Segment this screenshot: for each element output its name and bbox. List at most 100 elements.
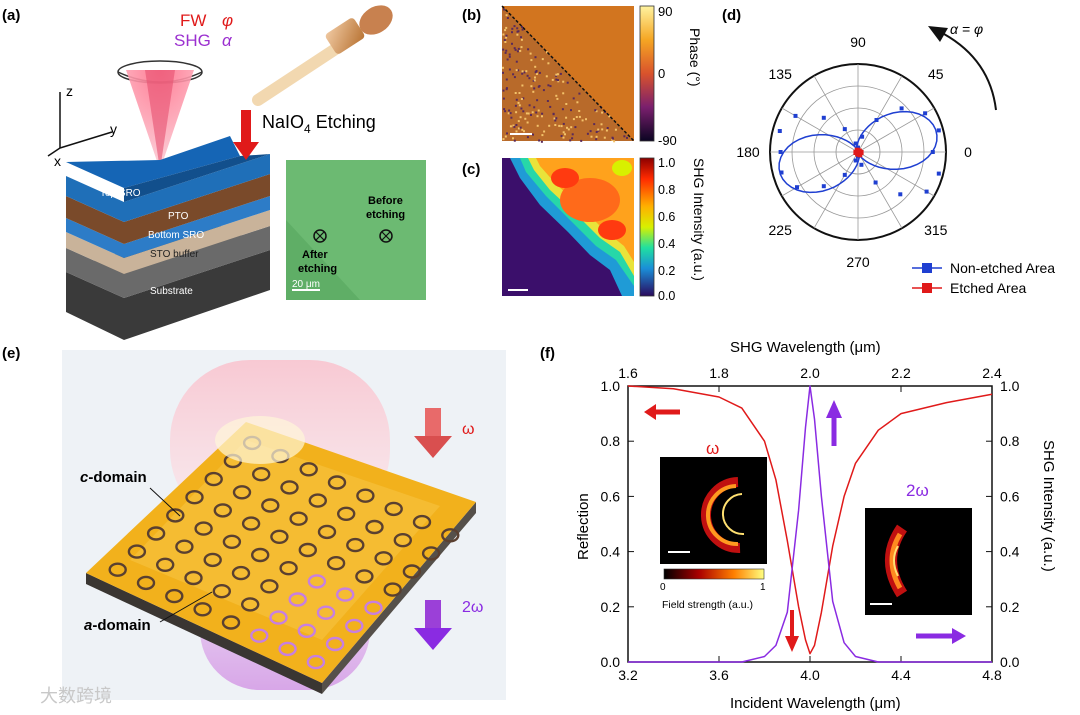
- split-ring: [184, 570, 203, 586]
- phase-tick-90: 90: [658, 4, 672, 19]
- phase-noise-pixel: [594, 109, 597, 112]
- phase-noise-pixel: [552, 113, 555, 116]
- non-etched-point: [899, 106, 904, 111]
- layer-top-sro: Top SRO: [100, 188, 141, 199]
- phase-noise-pixel: [541, 115, 543, 118]
- phase-colorbar: [639, 5, 655, 142]
- phase-noise-pixel: [589, 130, 592, 133]
- split-ring: [175, 539, 194, 554]
- phase-noise-pixel: [520, 98, 523, 100]
- split-ring: [194, 521, 213, 536]
- phase-noise-pixel: [571, 133, 574, 136]
- phase-noise-pixel: [508, 53, 511, 56]
- shg-tick-1: 1.0: [658, 156, 675, 170]
- phase-noise-pixel: [580, 139, 583, 142]
- phase-noise-pixel: [555, 73, 558, 76]
- phase-noise-pixel: [515, 111, 518, 114]
- inset-cbar-max: 1: [760, 582, 766, 593]
- polar-angle-label: 0: [964, 144, 972, 160]
- split-ring: [345, 618, 364, 634]
- coordinate-axes: [47, 92, 113, 157]
- polar-angle-label: 90: [850, 34, 866, 50]
- phase-noise-pixel: [562, 131, 565, 134]
- phase-noise-pixel: [521, 84, 524, 87]
- split-ring: [269, 610, 288, 625]
- non-etched-point: [923, 111, 928, 116]
- phase-noise-pixel: [520, 38, 523, 41]
- phase-noise-pixel: [503, 8, 505, 11]
- phase-noise-pixel: [532, 90, 535, 93]
- phase-noise-pixel: [536, 115, 539, 118]
- inset-omega-label: ω: [706, 439, 719, 458]
- panel-b-label: (b): [462, 7, 481, 24]
- phase-noise-pixel: [581, 119, 584, 122]
- polar-spoke: [857, 151, 935, 197]
- phase-noise-pixel: [578, 92, 581, 95]
- split-ring: [260, 579, 279, 594]
- phase-noise-pixel: [541, 58, 544, 61]
- phase-noise-pixel: [557, 80, 560, 83]
- phase-noise-pixel: [511, 27, 514, 30]
- phase-noise-pixel: [530, 114, 532, 116]
- split-ring: [203, 552, 222, 568]
- split-ring: [204, 471, 223, 487]
- non-etched-point: [860, 134, 865, 139]
- before-etching-line2: etching: [366, 209, 405, 221]
- polar-spoke: [813, 151, 859, 229]
- shg-tick-06: 0.6: [658, 210, 675, 224]
- phase-noise-pixel: [546, 51, 548, 54]
- phase-noise-pixel: [555, 94, 558, 97]
- phase-noise-pixel: [513, 47, 516, 50]
- split-ring: [232, 485, 252, 500]
- axis-y-label: y: [110, 121, 117, 137]
- reflection-arrow-left: [644, 404, 680, 420]
- split-ring: [306, 654, 326, 670]
- legend-etched: Etched Area: [950, 280, 1026, 296]
- phase-noise-pixel: [574, 126, 577, 129]
- split-ring: [317, 524, 337, 540]
- phase-noise-pixel: [623, 135, 626, 138]
- split-ring: [393, 533, 412, 548]
- split-ring: [213, 503, 233, 518]
- phase-noise-pixel: [514, 48, 517, 51]
- split-ring: [364, 600, 383, 615]
- split-ring: [270, 529, 289, 544]
- phase-noise-pixel: [519, 116, 522, 119]
- phase-noise-pixel: [597, 129, 600, 132]
- phase-noise-pixel: [562, 122, 565, 125]
- a-domain-label: a-domain: [84, 617, 151, 634]
- polar-spoke: [857, 75, 903, 153]
- phase-noise-pixel: [593, 123, 596, 126]
- polar-spoke: [813, 75, 859, 153]
- phase-noise-pixel: [537, 109, 540, 112]
- panel-f-label: (f): [540, 345, 555, 362]
- phase-noise-pixel: [560, 135, 563, 137]
- phase-noise-pixel: [521, 25, 523, 28]
- split-ring: [441, 528, 460, 543]
- split-ring: [279, 561, 298, 576]
- phase-noise-pixel: [546, 100, 549, 102]
- phase-noise-pixel: [502, 48, 505, 51]
- omega-arrow: [414, 408, 452, 458]
- phase-noise-pixel: [534, 76, 536, 79]
- shg-symbol: α: [222, 31, 233, 50]
- phase-noise-pixel: [515, 69, 518, 72]
- non-etched-point: [924, 189, 929, 194]
- watermark: 大数跨境: [40, 686, 112, 706]
- phase-noise-pixel: [509, 125, 512, 128]
- phase-noise-pixel: [518, 92, 521, 94]
- shg-arrow-right: [916, 628, 966, 644]
- phase-noise-pixel: [506, 58, 509, 61]
- polar-legend: [912, 263, 942, 293]
- split-ring: [355, 569, 374, 584]
- split-ring: [327, 475, 347, 490]
- phase-noise-pixel: [521, 28, 524, 31]
- split-ring: [336, 587, 355, 602]
- phase-noise-pixel: [515, 130, 518, 133]
- y-tick-label: 0.6: [601, 488, 621, 504]
- line-chart-data: [627, 385, 993, 663]
- polar-annotation: α = φ: [950, 21, 983, 37]
- phase-noise-pixel: [562, 80, 565, 83]
- inset-cbar-min: 0: [660, 582, 666, 593]
- phase-noise-pixel: [502, 89, 505, 92]
